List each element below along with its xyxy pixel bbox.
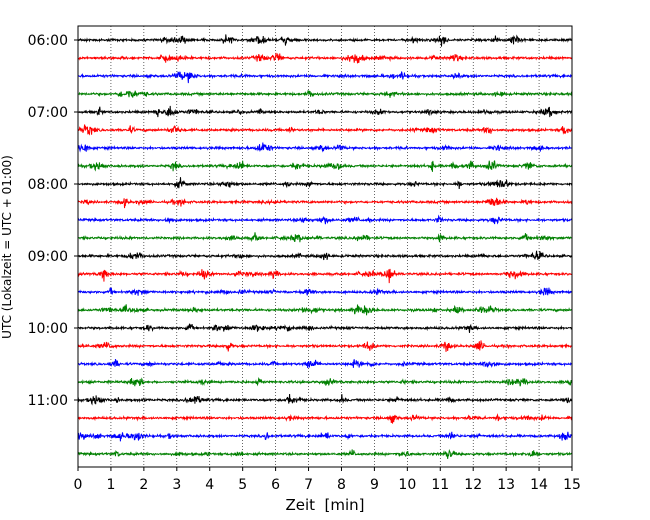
seismic-trace-0745 xyxy=(77,160,573,172)
seismic-trace-0900 xyxy=(77,250,573,261)
x-tick-label: 3 xyxy=(172,477,181,493)
x-tick-label: 12 xyxy=(464,477,482,493)
seismic-trace-0945 xyxy=(77,304,573,316)
y-axis-label: UTC (Lokalzeit = UTC + 01:00) xyxy=(0,155,14,339)
seismic-trace-1045 xyxy=(77,377,573,387)
seismic-trace-1000 xyxy=(77,323,573,333)
x-tick-label: 9 xyxy=(370,477,379,493)
x-tick-label: 14 xyxy=(530,477,548,493)
x-axis-label: Zeit [min] xyxy=(285,496,364,514)
seismic-trace-0830 xyxy=(77,214,573,225)
seismic-trace-0730 xyxy=(77,142,573,153)
y-tick-label: 08:00 xyxy=(28,177,68,193)
y-tick-label: 07:00 xyxy=(28,105,68,121)
x-tick-label: 6 xyxy=(271,477,280,493)
seismic-trace-0800 xyxy=(77,177,573,190)
y-axis-ticks: 06:00 07:00 08:00 09:00 10:00 11:00 xyxy=(28,33,78,409)
seismic-trace-0630 xyxy=(77,70,573,84)
seismic-trace-0645 xyxy=(77,90,573,98)
seismic-trace-0845 xyxy=(77,232,573,243)
y-tick-label: 06:00 xyxy=(28,33,68,49)
seismic-trace-1015 xyxy=(77,340,573,352)
plot-background xyxy=(78,26,572,467)
x-tick-label: 4 xyxy=(205,477,214,493)
seismic-trace-0815 xyxy=(77,197,573,209)
trace-layer xyxy=(77,34,573,459)
seismic-trace-0615 xyxy=(77,52,573,64)
y-tick-label: 10:00 xyxy=(28,321,68,337)
seismic-trace-1115 xyxy=(77,413,573,424)
x-axis-ticks: 0 1 2 3 4 5 6 7 8 9 10 11 12 13 14 15 xyxy=(74,467,581,493)
x-tick-label: 2 xyxy=(139,477,148,493)
seismic-trace-1130 xyxy=(77,431,573,442)
x-tick-label: 0 xyxy=(74,477,83,493)
x-tick-label: 1 xyxy=(106,477,115,493)
seismic-trace-1030 xyxy=(77,358,573,368)
y-tick-label: 09:00 xyxy=(28,249,68,265)
seismic-trace-0915 xyxy=(77,268,573,284)
seismic-trace-1100 xyxy=(77,393,573,406)
plot-frame xyxy=(77,25,573,468)
x-tick-label: 11 xyxy=(431,477,449,493)
y-tick-label: 11:00 xyxy=(28,393,68,409)
x-tick-label: 15 xyxy=(563,477,581,493)
x-tick-label: 8 xyxy=(337,477,346,493)
x-tick-label: 13 xyxy=(497,477,515,493)
x-tick-label: 10 xyxy=(398,477,416,493)
x-tick-label: 5 xyxy=(238,477,247,493)
seismic-trace-0700 xyxy=(77,105,573,118)
seismic-trace-0600 xyxy=(77,34,572,47)
seismic-trace-1145 xyxy=(77,449,573,459)
x-tick-label: 7 xyxy=(304,477,313,493)
seismic-trace-0930 xyxy=(77,287,573,296)
seismic-trace-0715 xyxy=(77,124,573,136)
